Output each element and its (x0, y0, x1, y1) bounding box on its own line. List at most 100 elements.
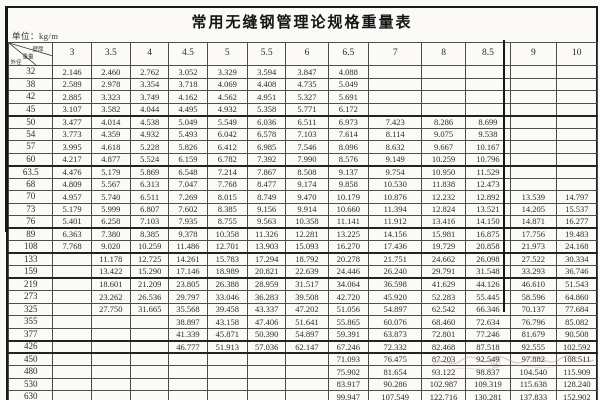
weight-cell: 85.082 (555, 315, 599, 329)
weight-cell (555, 140, 599, 154)
weight-cell: 12.232 (421, 190, 466, 204)
weight-cell: 4.877 (90, 152, 132, 167)
weight-cell: 4.932 (130, 127, 170, 141)
weight-cell: 14.261 (168, 252, 208, 266)
weight-cell: 17.294 (246, 252, 287, 266)
weight-cell: 70.137 (510, 302, 557, 316)
weight-cell: 4.618 (90, 140, 132, 154)
weight-cell (90, 377, 132, 391)
weight-cell: 6.258 (90, 215, 132, 229)
weight-cell: 122.716 (421, 390, 466, 400)
weight-cell: 46.610 (510, 277, 557, 291)
weight-cell (52, 302, 92, 316)
row-header-od: 325 (7, 302, 54, 316)
weight-cell (555, 102, 599, 117)
row-header-od: 273 (7, 290, 54, 304)
weight-cell: 24.446 (327, 265, 369, 279)
weight-cell: 9.563 (246, 215, 287, 229)
weight-cell (246, 377, 287, 391)
weight-cell: 12.281 (285, 227, 329, 241)
weight-cell: 8.096 (327, 140, 369, 154)
weight-cell: 115.909 (555, 365, 599, 379)
weight-cell: 12.824 (421, 202, 466, 216)
weight-cell: 62.147 (285, 340, 329, 354)
weight-cell (367, 65, 423, 79)
weight-cell: 5.524 (130, 152, 170, 167)
weight-cell (510, 127, 557, 141)
weight-cell: 98.837 (464, 365, 512, 379)
weight-cell: 10.358 (206, 227, 248, 241)
weight-cell: 7.867 (246, 165, 287, 179)
weight-cell: 7.269 (168, 190, 208, 204)
weight-cell: 11.486 (168, 240, 208, 254)
row-header-od: 630 (7, 390, 54, 400)
weight-cell: 4.735 (285, 77, 329, 91)
weight-cell: 77.684 (555, 302, 599, 316)
weight-cell: 8.749 (246, 190, 287, 204)
weight-cell: 36.598 (367, 277, 423, 291)
table-row: 45 3.107 3.582 4.044 4.495 4.932 5.358 5.771 6.1… (7, 102, 599, 117)
weight-cell (510, 177, 557, 191)
weight-cell: 42.720 (327, 290, 369, 304)
table-row: 38 2.589 2.978 3.354 3.718 4.069 4.408 4.735 5.0… (7, 77, 599, 91)
weight-cell: 87.518 (464, 340, 512, 354)
weight-cell (285, 377, 329, 391)
weight-cell: 107.549 (367, 390, 423, 400)
weight-cell: 46.777 (168, 340, 208, 354)
weight-cell: 5.826 (168, 140, 208, 154)
weight-cell: 28.959 (246, 277, 287, 291)
weight-cell: 19.483 (555, 227, 599, 241)
weight-cell (246, 390, 287, 400)
weight-cell: 27.750 (90, 302, 132, 316)
unit-label: 单位：kg/m (12, 31, 59, 41)
weight-cell: 3.354 (130, 77, 170, 91)
weight-cell: 21.209 (130, 277, 170, 291)
weight-cell: 36.746 (555, 265, 599, 279)
row-header-od: 76 (7, 215, 54, 229)
weight-cell: 67.246 (327, 340, 369, 354)
weight-cell: 2.885 (52, 90, 92, 104)
weight-cell: 3.773 (52, 127, 92, 141)
weight-cell: 4.562 (206, 90, 248, 104)
weight-cell: 15.783 (206, 252, 248, 266)
weight-cell: 3.107 (52, 102, 92, 117)
row-header-od: 426 (7, 340, 54, 354)
row-header-od: 54 (7, 127, 54, 141)
table-row: 89 6.363 7.380 8.385 9.378 10.358 11.326 12.281… (7, 227, 599, 241)
weight-cell: 5.228 (130, 140, 170, 154)
weight-cell: 8.755 (206, 215, 248, 229)
weight-cell (555, 165, 599, 179)
weight-cell: 7.768 (206, 177, 248, 191)
row-header-od: 159 (7, 265, 54, 279)
corner-diagonal-cell: 壁厚 重量 外径 (7, 42, 54, 66)
weight-cell: 76.475 (367, 352, 423, 366)
table-body: 32 2.146 2.460 2.762 3.052 3.329 3.594 3.847 4.0… (7, 65, 599, 400)
weight-cell: 18.792 (285, 252, 329, 266)
weight-cell: 41.339 (168, 327, 208, 342)
weight-cell: 3.582 (90, 102, 132, 117)
weight-cell: 5.567 (90, 177, 132, 191)
weight-cell: 24.168 (555, 240, 599, 254)
weight-cell: 5.179 (90, 165, 132, 179)
weight-cell: 72.801 (421, 327, 466, 342)
table-row: 426 46.777 51.913 57.036 62.147 67.246 72.332 8… (7, 340, 599, 354)
weight-cell: 5.999 (90, 202, 132, 216)
weight-cell (206, 352, 248, 366)
weight-cell: 33.046 (206, 290, 248, 304)
weight-cell: 5.740 (90, 190, 132, 204)
weight-cell (52, 290, 92, 304)
weight-cell: 5.771 (285, 102, 329, 117)
weight-cell: 9.137 (327, 165, 369, 179)
table-row: 530 83.917 90.286 102.987 109.319 115.638 128.… (7, 377, 599, 391)
weight-cell: 13.416 (421, 215, 466, 229)
weight-cell: 7.602 (168, 202, 208, 216)
weight-cell: 6.363 (52, 227, 92, 241)
row-header-od: 355 (7, 315, 54, 329)
weight-table-frame: 常用无缝钢管理论规格重量表 单位：kg/m 壁厚 重量 外径 3 3.5 4 4.5 (6, 6, 599, 400)
weight-cell: 43.158 (206, 315, 248, 329)
weight-cell: 6.782 (206, 152, 248, 167)
table-row: 70 4.957 5.740 6.511 7.269 8.015 8.749 9.470 10.… (7, 190, 599, 204)
weight-cell (168, 352, 208, 366)
weight-cell: 15.981 (421, 227, 466, 241)
